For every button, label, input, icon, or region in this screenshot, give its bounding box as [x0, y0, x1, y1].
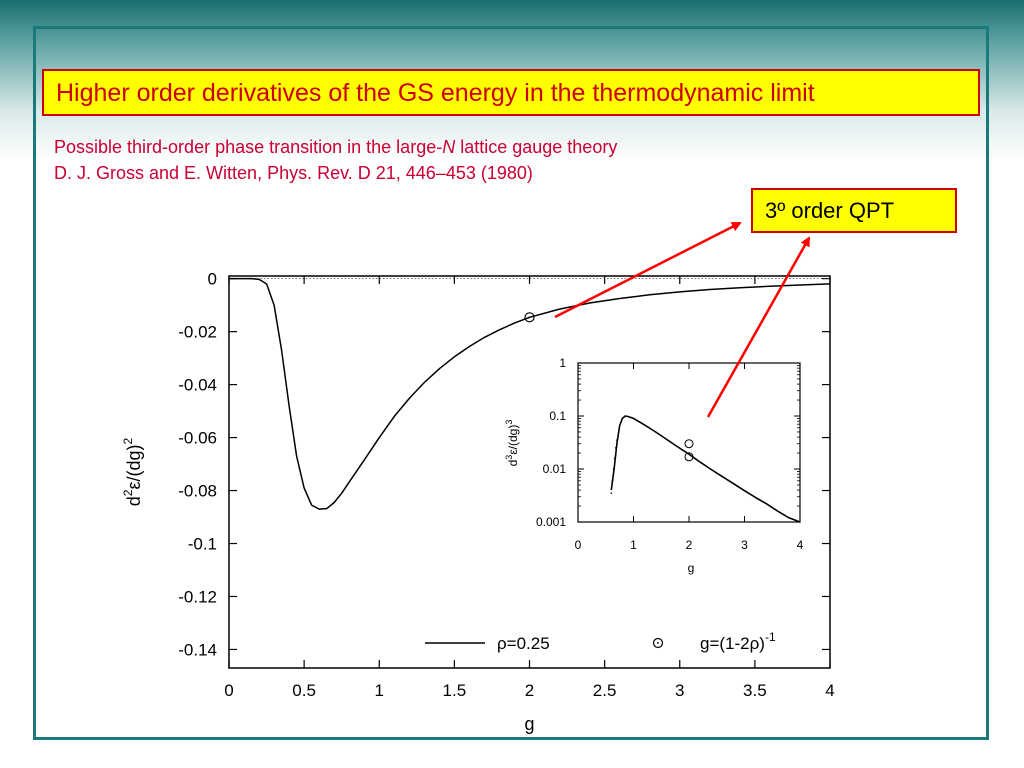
reference-text-em: N	[442, 137, 456, 157]
inset-x-tick-label: 0	[575, 538, 582, 552]
legend-marker-sample	[652, 637, 664, 649]
x-tick-label: 2	[525, 681, 534, 700]
inset-y-tick-label: 0.01	[543, 462, 567, 476]
legend-g-sup: -1	[765, 630, 776, 644]
inset-x-tick-label: 4	[797, 538, 804, 552]
y-title-part: ε/(dg)	[124, 444, 144, 489]
inset-frame	[577, 362, 801, 523]
arrow-to-inset-marker	[706, 236, 811, 418]
y-tick-label: -0.1	[188, 535, 217, 554]
y-tick-label: -0.02	[178, 323, 217, 342]
inset-y-title-part: ε/(dg)	[506, 425, 520, 455]
main-chart: 0 -0.02 -0.04 -0.06 -0.08 -0.1 -0.12 -0.14 0 0.5 1…	[121, 270, 835, 734]
x-tick-label: 1.5	[443, 681, 467, 700]
x-axis-title: g	[524, 714, 534, 734]
inset-marker-point	[684, 452, 694, 462]
legend-label-rho: ρ=0.25	[497, 634, 550, 653]
x-tick-label: 0.5	[292, 681, 316, 700]
y-tick-label: -0.08	[178, 482, 217, 501]
y-title-part: d	[124, 496, 144, 506]
inset-series-dot	[612, 468, 615, 470]
legend-marker-center	[657, 642, 659, 644]
y-tick-label: -0.12	[178, 587, 217, 606]
inset-marker-point	[684, 439, 694, 449]
inset-x-tick-label: 3	[741, 538, 748, 552]
inset-series-line	[610, 415, 801, 523]
x-tick-label: 3.5	[743, 681, 767, 700]
y-tick-label: -0.04	[178, 376, 217, 395]
callout-text: 3º order QPT	[765, 198, 895, 223]
reference-line-2: D. J. Gross and E. Witten, Phys. Rev. D …	[54, 163, 533, 183]
slide-title: Higher order derivatives of the GS energ…	[56, 79, 815, 107]
inset-x-tick-label: 2	[686, 538, 693, 552]
inset-y-title-part: d	[506, 460, 520, 467]
inset-y-axis-title: d3ε/(dg)3	[504, 420, 520, 467]
y-title-sup: 2	[121, 489, 135, 496]
inset-series-dot	[616, 439, 618, 441]
callout-arrows	[554, 221, 811, 418]
y-axis-title: d2ε/(dg)2	[121, 437, 144, 506]
y-tick-label: 0	[208, 270, 217, 289]
callout-box: 3º order QPT	[751, 188, 957, 233]
inset-series-dot	[610, 492, 613, 494]
y-tick-label: -0.14	[178, 640, 217, 659]
inset-y-title-sup: 3	[504, 420, 514, 425]
marker-point	[524, 312, 535, 323]
y-title-sup: 2	[121, 437, 135, 444]
y-tick-label: -0.06	[178, 429, 217, 448]
reference-text-post: lattice gauge theory	[455, 137, 618, 157]
x-tick-label: 3	[675, 681, 684, 700]
slide-frame	[33, 26, 989, 740]
reference-text-pre: Possible third-order phase transition in…	[54, 137, 443, 157]
inset-series-dot	[613, 457, 616, 459]
inset-x-tick-label: 1	[630, 538, 637, 552]
x-tick-label: 1	[375, 681, 384, 700]
inset-y-tick-label: 0.1	[549, 409, 566, 423]
inset-series-dot	[614, 447, 617, 449]
inset-y-title-sup: 3	[504, 455, 514, 460]
reference-line-1: Possible third-order phase transition in…	[54, 137, 617, 158]
legend-label-g: g=(1-2ρ)-1	[700, 630, 776, 653]
inset-y-tick-label: 0.001	[536, 515, 566, 529]
legend-g-part: g=(1-2ρ)	[700, 634, 765, 653]
marker-point-center	[528, 316, 531, 319]
arrow-to-main-marker	[554, 221, 742, 319]
inset-series-dot	[611, 479, 614, 482]
title-box: Higher order derivatives of the GS energ…	[42, 69, 980, 116]
series-line-rho-0.25	[229, 277, 831, 510]
x-tick-label: 4	[825, 681, 834, 700]
x-tick-label: 2.5	[593, 681, 617, 700]
inset-y-tick-label: 1	[559, 356, 566, 370]
x-tick-label: 0	[224, 681, 233, 700]
inset-x-axis-title: g	[688, 561, 695, 575]
